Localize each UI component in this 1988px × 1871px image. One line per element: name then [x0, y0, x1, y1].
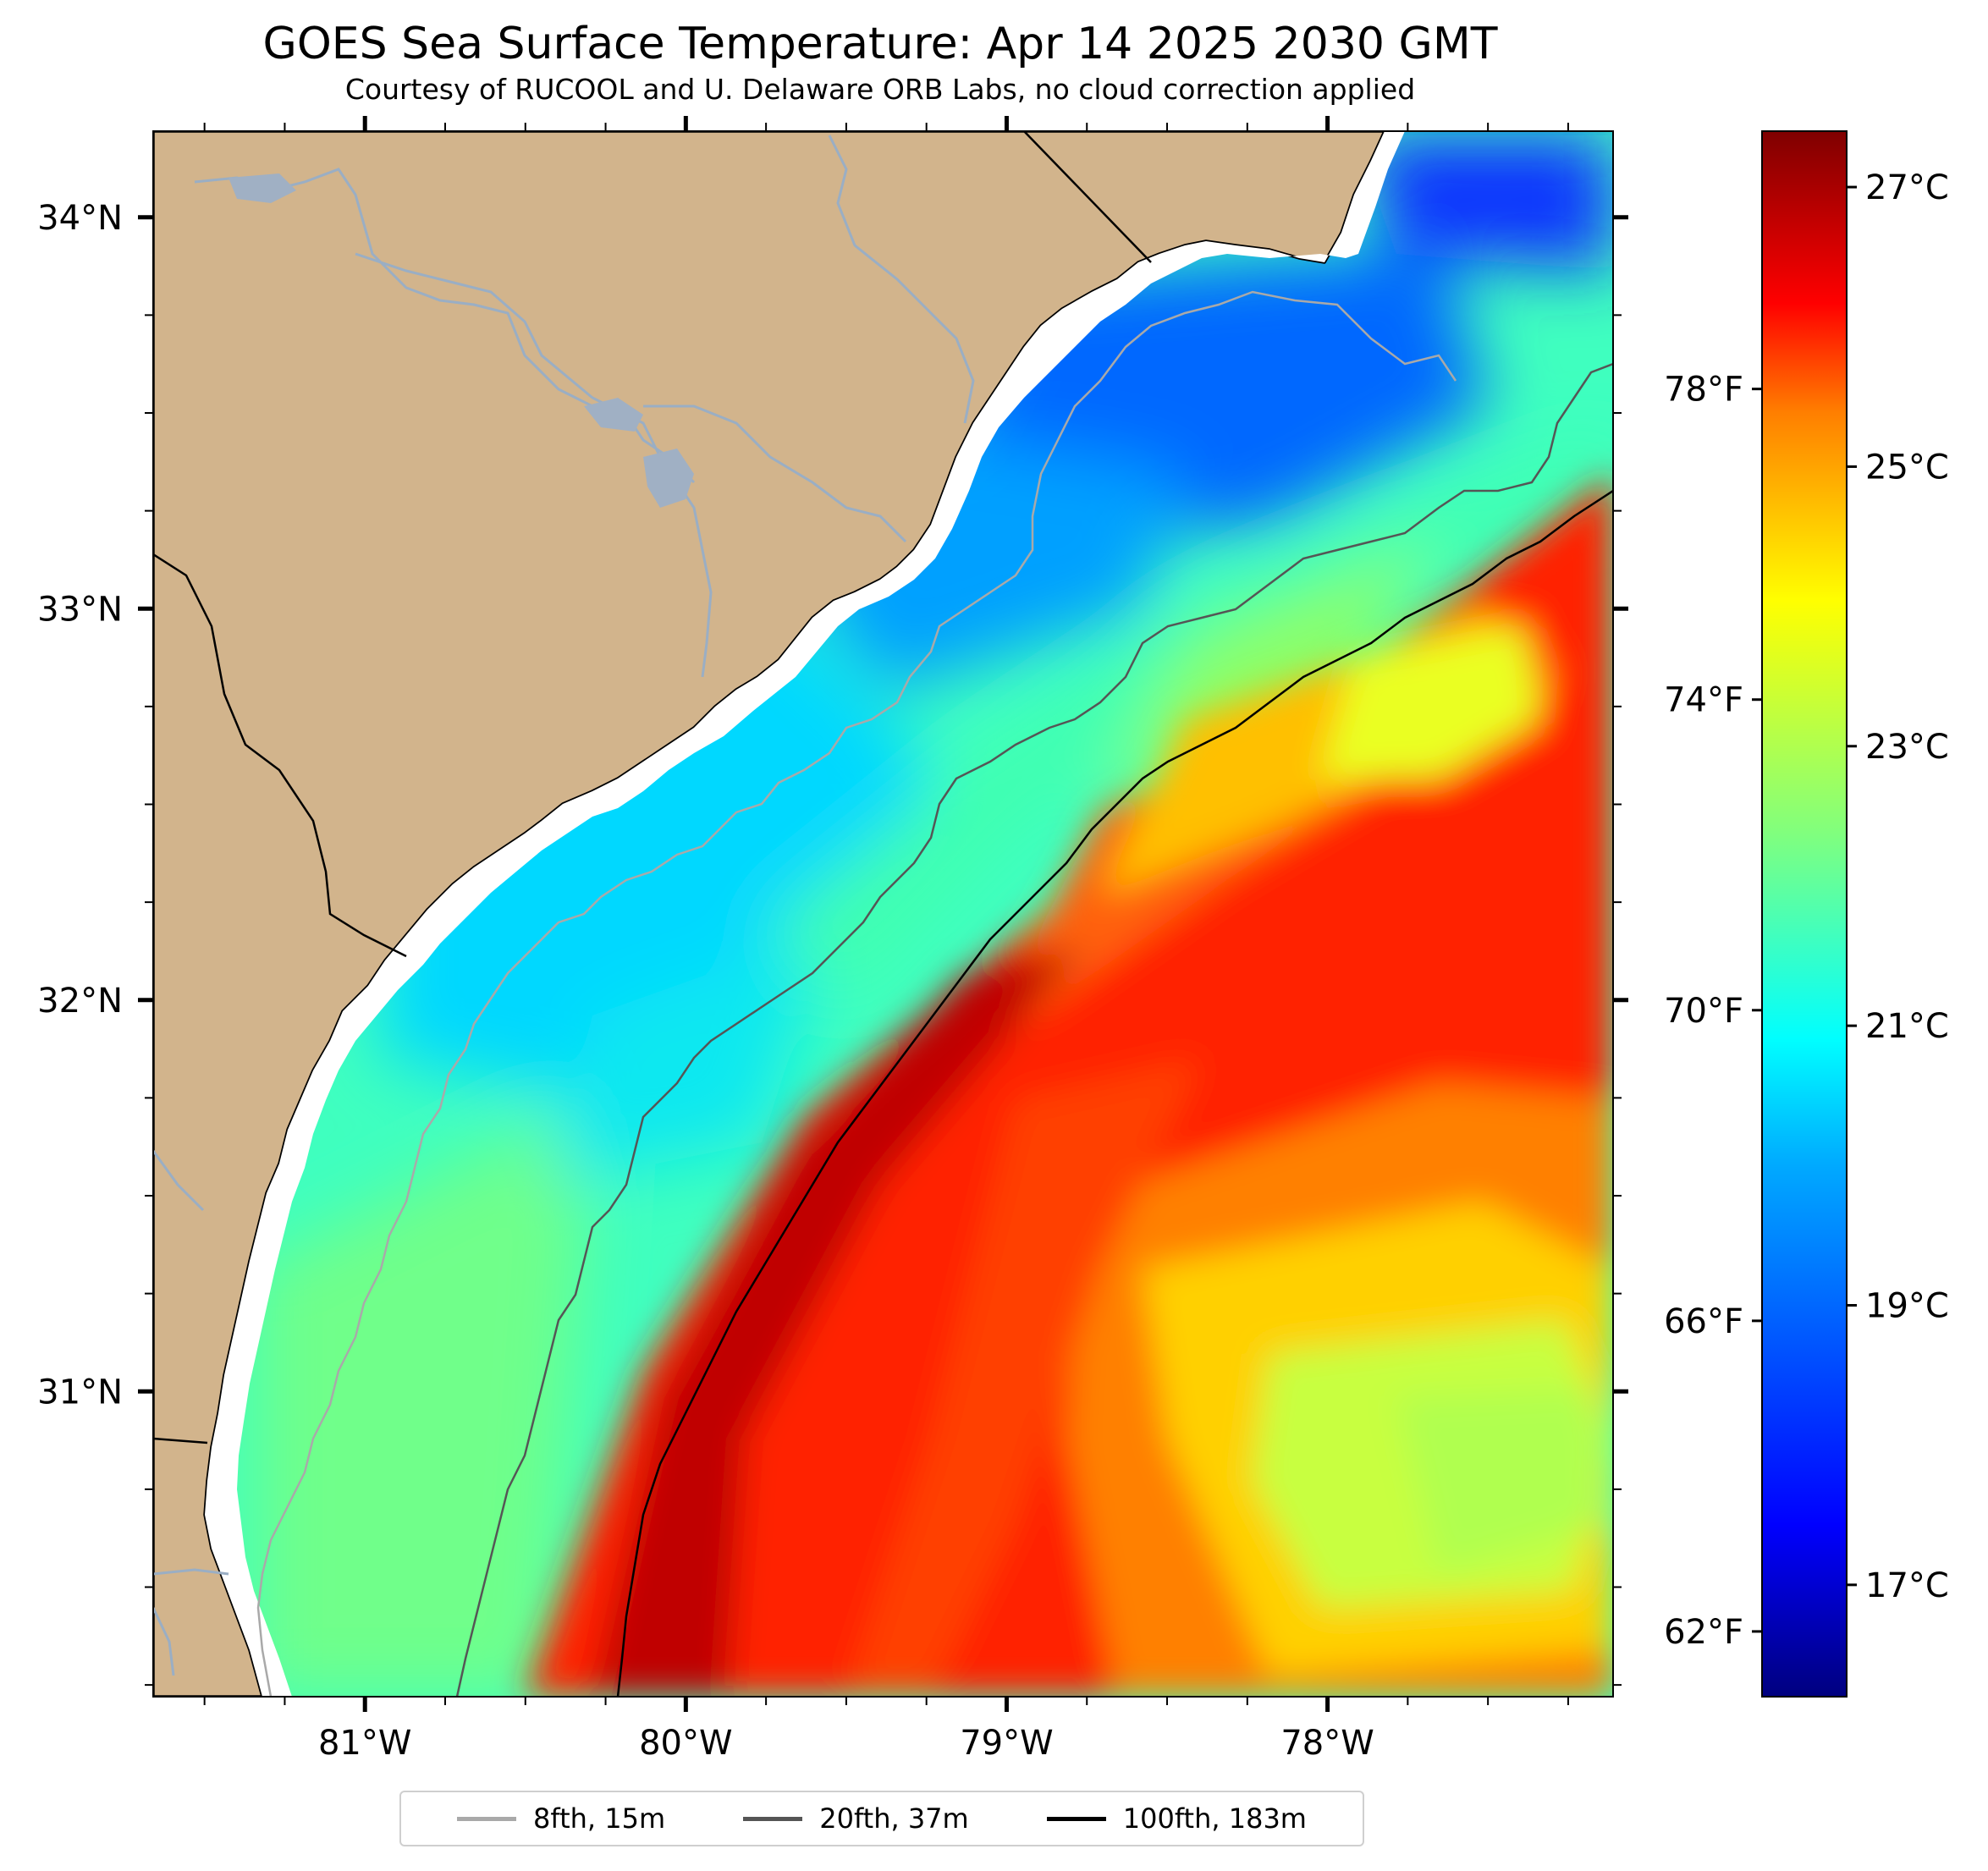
fahrenheit-tick-label: 62°F	[1664, 1613, 1743, 1652]
rivers	[153, 135, 975, 1676]
colorbar-fahrenheit-ticks: 78°F 74°F 70°F 66°F 62°F	[1664, 371, 1762, 1652]
legend-swatch	[743, 1816, 803, 1821]
celsius-tick-label: 23°C	[1865, 728, 1949, 767]
lon-tick-label: 81°W	[318, 1724, 411, 1763]
bathymetry-contours	[256, 290, 1613, 1697]
celsius-tick-label: 27°C	[1865, 168, 1949, 207]
legend-swatch	[1046, 1816, 1106, 1821]
fahrenheit-tick-label: 70°F	[1664, 992, 1743, 1031]
celsius-tick-label: 21°C	[1865, 1007, 1949, 1046]
contour-8fth	[256, 290, 1457, 1697]
map-ticks	[138, 116, 1628, 1712]
state-borders	[153, 131, 1152, 1445]
legend-label: 100fth, 183m	[1122, 1802, 1307, 1835]
contour-legend: 8fth, 15m 20fth, 37m 100fth, 183m	[399, 1791, 1364, 1846]
map-title: GOES Sea Surface Temperature: Apr 14 202…	[262, 19, 1498, 69]
fahrenheit-tick-label: 74°F	[1664, 681, 1743, 720]
map-frame	[152, 130, 1614, 1698]
celsius-tick-label: 17°C	[1865, 1566, 1949, 1605]
lat-tick-label: 31°N	[37, 1373, 123, 1412]
legend-item-100fth: 100fth, 183m	[1046, 1802, 1307, 1835]
colorbar-celsius-ticks: 27°C 25°C 23°C 21°C 19°C 17°C	[1847, 168, 1949, 1605]
lon-tick-label: 80°W	[639, 1724, 732, 1763]
lat-tick-label: 34°N	[37, 199, 123, 238]
celsius-tick-label: 19°C	[1865, 1287, 1949, 1326]
lon-tick-label: 79°W	[960, 1724, 1053, 1763]
coastal-nodata-strip	[205, 131, 1405, 1697]
longitude-labels: 81°W 80°W 79°W 78°W	[318, 1724, 1374, 1763]
celsius-tick-label: 25°C	[1865, 448, 1949, 487]
contour-20fth	[455, 362, 1613, 1697]
lon-tick-label: 78°W	[1280, 1724, 1374, 1763]
lat-tick-label: 32°N	[37, 982, 123, 1021]
fahrenheit-tick-label: 78°F	[1664, 371, 1743, 410]
fahrenheit-tick-label: 66°F	[1664, 1302, 1743, 1341]
map-area	[153, 131, 1613, 1697]
map-subtitle: Courtesy of RUCOOL and U. Delaware ORB L…	[344, 73, 1416, 106]
legend-item-8fth: 8fth, 15m	[457, 1802, 665, 1835]
colorbar	[1761, 130, 1848, 1698]
lakes	[229, 173, 694, 508]
legend-label: 20fth, 37m	[819, 1802, 969, 1835]
contour-100fth	[616, 489, 1613, 1697]
legend-swatch	[457, 1816, 517, 1821]
legend-label: 8fth, 15m	[533, 1802, 666, 1835]
lat-tick-label: 33°N	[37, 590, 123, 629]
latitude-labels: 34°N 33°N 32°N 31°N	[37, 199, 123, 1412]
legend-item-20fth: 20fth, 37m	[743, 1802, 969, 1835]
